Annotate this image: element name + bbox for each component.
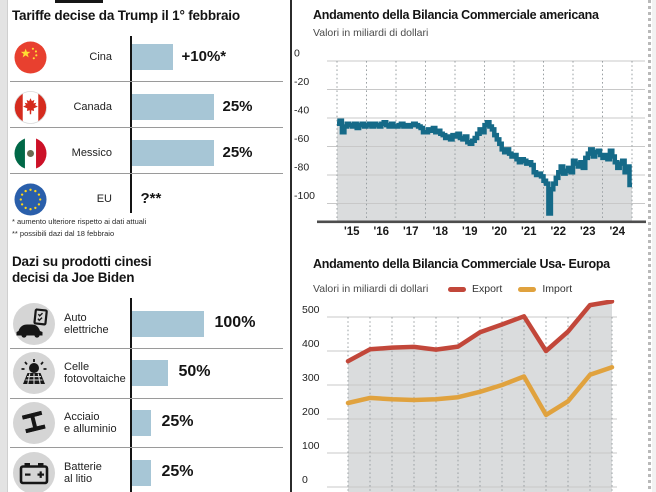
- row-divider: [10, 173, 283, 174]
- svg-text:'23: '23: [580, 226, 596, 238]
- svg-text:'19: '19: [462, 226, 478, 238]
- svg-text:'24: '24: [609, 226, 625, 238]
- value-label: 25%: [161, 463, 194, 480]
- product-label: Batterie al litio: [64, 460, 102, 486]
- import-swatch-icon: [518, 286, 537, 292]
- electric-car-icon: [13, 303, 55, 345]
- us-chart-subtitle: Valori in miliardi di dollari: [313, 27, 429, 39]
- europe-chart-subtitle: Valori in miliardi di dollari: [313, 283, 429, 295]
- value-label: 25%: [161, 413, 194, 430]
- tariff-bar-canada: [131, 94, 214, 120]
- export-swatch-icon: [448, 286, 466, 292]
- svg-text:100: 100: [302, 440, 320, 452]
- svg-text:'21: '21: [521, 226, 537, 238]
- svg-text:400: 400: [302, 338, 320, 350]
- row-divider: [10, 127, 283, 128]
- country-label-eu: EU: [96, 193, 112, 205]
- battery-icon: [13, 452, 55, 492]
- footnote-1: * aumento ulteriore rispetto ai dati att…: [12, 217, 147, 226]
- right-dotted-edge: [648, 0, 651, 492]
- eu-flag-icon: [14, 182, 47, 216]
- svg-text:'18: '18: [432, 226, 448, 238]
- trump-section-title: Tariffe decise da Trump il 1° febbraio: [12, 8, 240, 23]
- tariff-bar-cina: [131, 44, 173, 70]
- svg-text:-40: -40: [294, 105, 309, 117]
- value-label-canada: 25%: [222, 98, 253, 115]
- import-legend-label: Import: [542, 283, 573, 295]
- europe-chart-legend: Export Import: [448, 283, 572, 295]
- svg-text:'17: '17: [403, 226, 419, 238]
- cropped-headline-fragment: [55, 0, 103, 3]
- tariff-bar: [131, 360, 168, 386]
- solar-panel-icon: [13, 352, 55, 394]
- svg-text:0: 0: [302, 474, 308, 486]
- biden-section-title: Dazi su prodotti cinesi decisi da Joe Bi…: [12, 254, 152, 286]
- europe-chart-title: Andamento della Bilancia Commerciale Usa…: [313, 257, 610, 271]
- svg-text:'16: '16: [373, 226, 389, 238]
- right-edge-strip: [652, 0, 656, 492]
- biden-title-line2: decisi da Joe Biden: [12, 270, 135, 285]
- left-edge-strip: [0, 0, 8, 492]
- legend-item-import: Import: [518, 283, 572, 295]
- product-label: Auto elettriche: [64, 311, 109, 337]
- svg-text:300: 300: [302, 372, 320, 384]
- svg-text:-100: -100: [294, 190, 315, 202]
- mexico-flag-icon: [14, 136, 47, 170]
- us-chart-title: Andamento della Bilancia Commerciale ame…: [313, 8, 599, 22]
- svg-text:-60: -60: [294, 133, 309, 145]
- tariff-bar: [131, 410, 151, 436]
- row-divider: [10, 348, 283, 349]
- svg-text:-20: -20: [294, 76, 309, 88]
- steel-beam-icon: [13, 402, 55, 444]
- svg-text:'22: '22: [550, 226, 566, 238]
- column-divider: [290, 0, 292, 492]
- biden-title-line1: Dazi su prodotti cinesi: [12, 254, 152, 269]
- value-label-messico: 25%: [222, 144, 253, 161]
- tariff-bar: [131, 460, 151, 486]
- us-trade-balance-chart: 0 -20 -40 -60 -80 -100 '15 '16 '17 '18 '19 '20 '21 '2…: [294, 48, 646, 238]
- biden-axis-line: [130, 298, 132, 492]
- product-label: Acciaio e alluminio: [64, 410, 117, 436]
- tariff-bar: [131, 311, 204, 337]
- usa-europe-trade-chart: 500 400 300 200 100 0: [302, 300, 617, 492]
- value-label-cina: +10%*: [181, 48, 227, 65]
- svg-text:'20: '20: [491, 226, 507, 238]
- country-label-cina: Cina: [89, 51, 112, 63]
- legend-item-export: Export: [448, 283, 502, 295]
- country-label-messico: Messico: [71, 147, 112, 159]
- export-legend-label: Export: [472, 283, 503, 295]
- china-flag-icon: [14, 40, 47, 74]
- row-divider: [10, 81, 283, 82]
- country-label-canada: Canada: [73, 101, 112, 113]
- value-label: 100%: [214, 314, 256, 331]
- footnote-2: ** possibili dazi dal 18 febbraio: [12, 228, 115, 238]
- svg-text:200: 200: [302, 406, 320, 418]
- svg-text:-80: -80: [294, 162, 309, 174]
- svg-text:500: 500: [302, 304, 320, 316]
- value-label: 50%: [178, 363, 211, 380]
- tariff-bar-messico: [131, 140, 214, 166]
- product-label: Celle fotovoltaiche: [64, 360, 126, 386]
- row-divider: [10, 398, 283, 399]
- row-divider: [10, 447, 283, 448]
- canada-flag-icon: [14, 90, 47, 124]
- svg-text:'15: '15: [344, 226, 360, 238]
- svg-text:0: 0: [294, 48, 300, 60]
- trump-axis-line: [130, 36, 132, 213]
- value-label-eu: ?**: [140, 190, 162, 207]
